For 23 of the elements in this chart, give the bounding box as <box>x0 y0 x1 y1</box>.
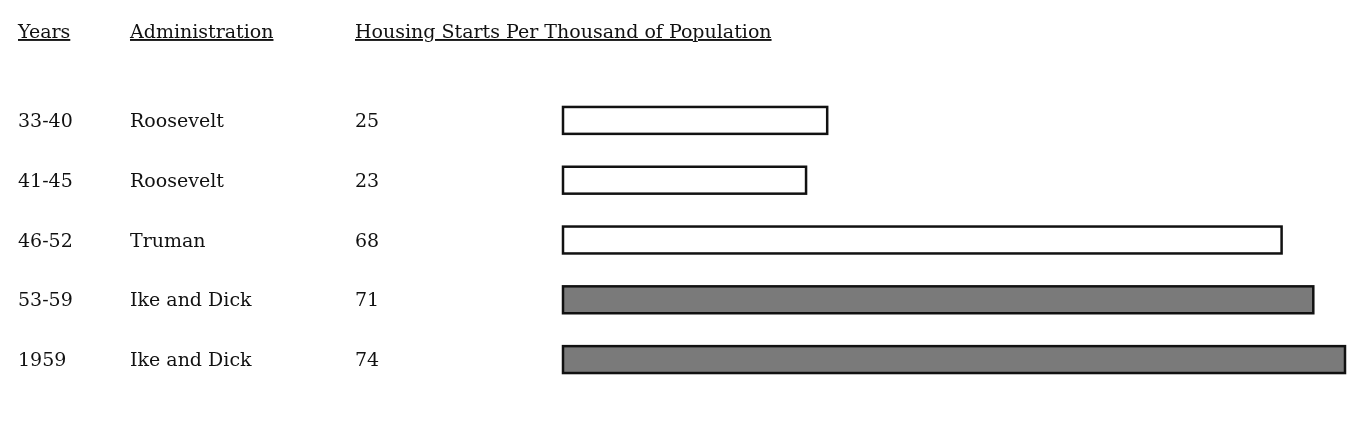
x-axis-title: Housing Starts Per Thousand of Population <box>355 20 772 42</box>
text: Ike and Dick <box>130 288 253 311</box>
y-tick-label: 41-45 <box>18 168 73 191</box>
data-label: 71 <box>355 288 380 311</box>
bar <box>561 165 808 195</box>
y-tick-label: 33-40 <box>18 109 73 132</box>
text: Administration <box>129 20 274 42</box>
y-tick-label: 46-52 <box>18 228 73 251</box>
text: Roosevelt <box>130 109 225 132</box>
bar <box>561 344 1347 375</box>
data-label: 74 <box>355 348 380 371</box>
text: Truman <box>130 228 206 251</box>
y-axis-title: Years <box>17 20 71 42</box>
data-label: 25 <box>355 109 380 132</box>
y-tick-label: 1959 <box>18 348 67 371</box>
text: Ike and Dick <box>130 348 253 371</box>
data-label: 23 <box>355 168 380 191</box>
bar <box>561 285 1315 315</box>
y-tick-label: 53-59 <box>18 288 73 311</box>
text: Roosevelt <box>130 168 225 191</box>
bar <box>561 225 1283 255</box>
bar <box>561 105 829 136</box>
data-label: 68 <box>355 228 380 251</box>
